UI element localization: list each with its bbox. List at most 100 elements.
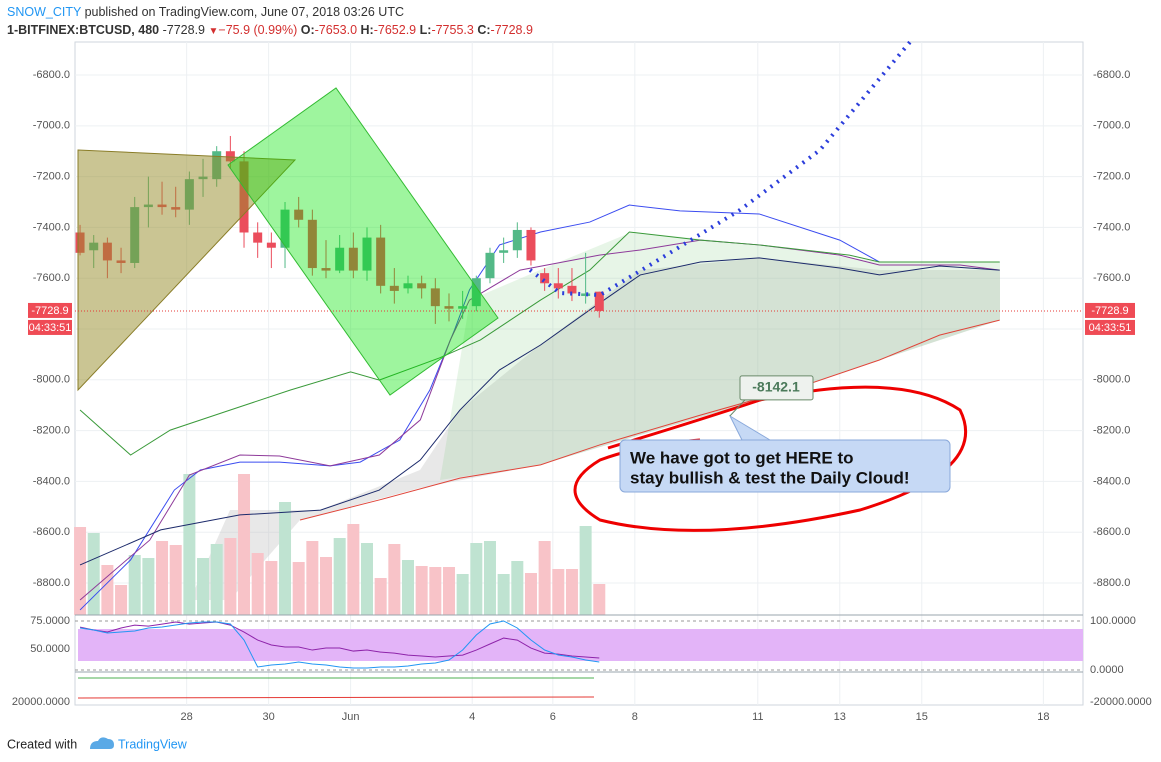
indicator-line: [299, 319, 1000, 521]
projection-path[interactable]: [528, 40, 912, 298]
y-tick-label: -7200.0: [1093, 171, 1130, 183]
footer-brand[interactable]: TradingView: [118, 737, 188, 751]
rectangle-drawing[interactable]: [227, 87, 499, 396]
logo[interactable]: [90, 737, 114, 749]
x-tick-label: 18: [1037, 711, 1049, 723]
candle-body: [540, 273, 550, 284]
x-tick-label: 28: [181, 711, 193, 723]
candle-body: [553, 283, 563, 289]
volume-bar: [552, 569, 565, 615]
y-tick-label: -8000.0: [1093, 374, 1130, 386]
candle-body: [567, 285, 577, 294]
close: -7728.9: [490, 23, 533, 37]
x-tick-label: 30: [262, 711, 274, 723]
y-tick-label: -8800.0: [33, 577, 70, 589]
osc-tick-label: 0.0000: [1090, 664, 1124, 676]
author[interactable]: SNOW_CITY: [7, 5, 82, 19]
callout-box[interactable]: [619, 439, 951, 493]
y-tick-label: -7600.0: [1093, 272, 1130, 284]
header: SNOW_CITY published on TradingView.com, …: [7, 3, 533, 41]
y-tick-label: -7400.0: [33, 221, 70, 233]
candle-body: [280, 209, 290, 248]
candle-body: [417, 283, 427, 289]
countdown-label: 04:33:51: [1089, 322, 1132, 334]
volume-bar: [401, 560, 414, 615]
candle-body: [444, 306, 454, 309]
volume-bar: [497, 574, 510, 615]
callout-text: stay bullish & test the Daily Cloud!: [630, 468, 910, 487]
volume-bar: [183, 474, 196, 615]
volume-bar: [292, 562, 305, 615]
symbol: 1-BITFINEX:BTCUSD, 480: [7, 23, 160, 37]
price-label: -7728.9: [31, 305, 68, 317]
y-tick-label: -7200.0: [33, 171, 70, 183]
high: -7652.9: [373, 23, 417, 37]
volume-bar: [142, 558, 155, 615]
osc-tick-label: 100.0000: [1090, 615, 1136, 627]
header-line-2: 1-BITFINEX:BTCUSD, 480 -7728.9 ▼−75.9 (0…: [7, 23, 533, 37]
volume-bar: [579, 526, 592, 615]
volume-bar: [169, 545, 182, 615]
last: -7728.9: [162, 23, 205, 37]
x-tick-label: Jun: [342, 711, 360, 723]
candle-body: [594, 291, 604, 311]
candle-body: [225, 151, 235, 162]
x-tick-label: 6: [550, 711, 556, 723]
y-tick-label: -8600.0: [1093, 526, 1130, 538]
osc-band: [78, 629, 1083, 661]
candle-body: [307, 219, 317, 269]
volume-bar: [115, 585, 128, 615]
candle-body: [321, 268, 331, 271]
candle-body: [376, 237, 386, 286]
y-tick-label: -8400.0: [1093, 475, 1130, 487]
volume-bar: [210, 544, 223, 615]
volume-bar: [456, 574, 469, 615]
volume-bar: [361, 543, 374, 615]
volume-bar: [87, 533, 100, 615]
volume-bar: [74, 527, 87, 615]
triangle-drawing[interactable]: [77, 149, 297, 392]
h-label: H:: [360, 23, 374, 37]
candle-body: [253, 232, 263, 243]
x-tick-label: 11: [752, 711, 763, 723]
volume-bar: [279, 502, 292, 615]
volume-bar: [483, 541, 496, 615]
y-tick-label: -8200.0: [1093, 425, 1130, 437]
change: −75.9 (0.99%): [218, 23, 298, 37]
y-tick-label: -7000.0: [33, 120, 70, 132]
footer-created: Created with: [7, 737, 77, 751]
countdown-box: [1085, 319, 1135, 335]
volume-bar: [238, 474, 251, 615]
volume-bar: [442, 567, 455, 615]
volume-bar: [374, 578, 387, 615]
volume-bar: [347, 524, 360, 615]
osc-line: [79, 621, 600, 659]
countdown-box: [28, 319, 72, 335]
candle-body: [348, 247, 358, 271]
y-tick-label: -6800.0: [33, 69, 70, 81]
volume-bar: [101, 565, 114, 615]
candle-body: [266, 242, 276, 248]
volume-bar: [320, 557, 333, 615]
volume-bar: [251, 553, 264, 615]
y-tick-label: -8600.0: [33, 526, 70, 538]
candle-body: [389, 285, 399, 291]
open: -7653.0: [314, 23, 358, 37]
volume-bar: [429, 567, 442, 615]
o-label: O:: [300, 23, 315, 37]
candle-body: [362, 237, 372, 271]
volume-bar: [128, 555, 141, 615]
volume-bar: [524, 573, 537, 615]
candle-body: [485, 252, 495, 279]
y-tick-label: -7400.0: [1093, 221, 1130, 233]
candle-body: [294, 209, 304, 220]
annotation-box: [739, 375, 814, 401]
volume-bar: [565, 569, 578, 615]
callout-text: We have got to get HERE to: [630, 448, 854, 467]
countdown-label: 04:33:51: [29, 322, 72, 334]
volume-bar: [593, 584, 606, 615]
price-label: -7728.9: [1091, 305, 1128, 317]
published: published on TradingView.com, June 07, 2…: [84, 5, 404, 19]
